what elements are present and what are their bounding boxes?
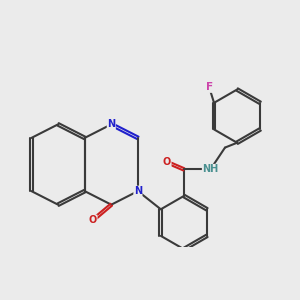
Text: O: O bbox=[163, 157, 171, 167]
Text: O: O bbox=[89, 215, 97, 225]
Text: NH: NH bbox=[202, 164, 219, 174]
Text: F: F bbox=[206, 82, 213, 92]
Text: N: N bbox=[134, 186, 142, 196]
Text: N: N bbox=[107, 119, 116, 129]
